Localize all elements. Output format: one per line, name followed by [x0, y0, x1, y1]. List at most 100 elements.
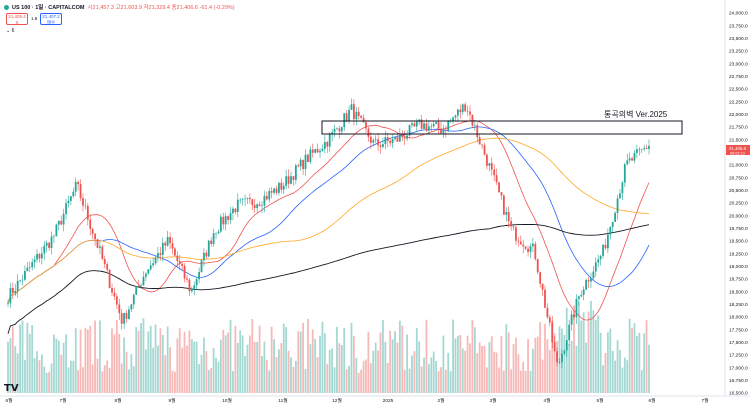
- price-tick-label: 18,500.0: [729, 289, 748, 295]
- candle-body: [60, 220, 63, 225]
- volume-bar: [118, 333, 121, 393]
- volume-bar: [38, 360, 41, 393]
- candle-body: [326, 142, 329, 147]
- price-tick-label: 21,500.0: [729, 137, 748, 143]
- volume-bar: [481, 346, 483, 393]
- candle-body: [343, 113, 346, 128]
- volume-bar: [82, 367, 84, 393]
- candle-body: [203, 252, 205, 261]
- volume-bar: [244, 356, 246, 393]
- volume-bar: [604, 353, 607, 393]
- volume-bar: [142, 318, 145, 393]
- volume-bar: [176, 338, 179, 393]
- volume-bar: [486, 367, 488, 393]
- candle-body: [108, 269, 111, 288]
- volume-bar: [449, 371, 452, 393]
- volume-bar: [53, 334, 55, 393]
- candle-body: [459, 109, 462, 113]
- volume-bar: [338, 343, 341, 393]
- candle-body: [152, 263, 155, 266]
- volume-bar: [328, 349, 331, 393]
- volume-bar: [640, 370, 643, 393]
- candle-body: [115, 296, 118, 305]
- buy-button[interactable]: 21,407.2 매수: [40, 13, 62, 25]
- candle-body: [239, 199, 242, 201]
- candle-body: [374, 139, 377, 141]
- candle-body: [611, 221, 614, 227]
- candle-body: [229, 213, 232, 220]
- sell-button[interactable]: 21,405.4 S: [6, 13, 28, 25]
- candle-body: [125, 313, 128, 319]
- volume-bar: [11, 326, 14, 393]
- volume-bar: [440, 367, 442, 393]
- candle-body: [483, 145, 486, 155]
- candle-body: [26, 267, 29, 271]
- volume-bar: [24, 359, 26, 393]
- candle-body: [645, 148, 648, 149]
- candle-body: [183, 265, 186, 279]
- volume-bar: [152, 347, 155, 393]
- indicator-toggle[interactable]: ⌄ 6: [6, 28, 14, 34]
- volume-bar: [181, 347, 184, 393]
- candle-body: [16, 280, 19, 291]
- volume-bar: [130, 354, 133, 393]
- volume-bar: [154, 324, 157, 393]
- candle-body: [40, 253, 43, 259]
- candle-body: [36, 254, 38, 260]
- candle-body: [442, 129, 445, 134]
- wall-annotation[interactable]: 통곡의벽 Ver.2025: [604, 110, 668, 119]
- volume-bar: [86, 329, 89, 393]
- volume-bar: [246, 344, 249, 393]
- candle-body: [106, 264, 109, 270]
- candle-body: [57, 220, 60, 225]
- candle-body: [118, 304, 121, 314]
- volume-bar: [568, 344, 571, 393]
- candle-body: [548, 317, 551, 323]
- chevron-down-icon: ⌄: [6, 28, 12, 34]
- candle-body: [82, 198, 84, 206]
- candle-body: [379, 145, 382, 147]
- candle-body: [169, 237, 171, 244]
- candle-body: [96, 239, 99, 248]
- candle-body: [123, 313, 126, 324]
- volume-bar: [72, 360, 75, 393]
- candle-body: [367, 128, 370, 137]
- volume-bar: [517, 354, 520, 393]
- candle-body: [198, 271, 200, 280]
- candle-body: [128, 309, 130, 319]
- candle-body: [369, 136, 372, 143]
- price-axis[interactable]: 24,000.0 23,750.0 23,500.0 23,250.0 23,000.0…: [729, 11, 748, 397]
- volume-bar: [57, 340, 60, 393]
- time-axis[interactable]: 6월 7월 8월 9월 10월 11월 12월 2025 2월 3월 4월 5월 6월 7월: [5, 397, 708, 404]
- candle-body: [268, 191, 271, 200]
- candle-body: [529, 246, 532, 252]
- time-tick-label: 10월: [222, 397, 232, 404]
- volume-bar: [536, 336, 539, 393]
- volume-bar: [103, 365, 106, 393]
- candle-body: [425, 123, 428, 131]
- volume-bar: [263, 341, 266, 393]
- candle-body: [210, 240, 213, 245]
- candle-body: [403, 137, 406, 139]
- candle-body: [144, 273, 147, 277]
- volume-bar: [507, 332, 510, 393]
- volume-bar: [372, 350, 375, 393]
- candle-body: [31, 262, 34, 268]
- volume-bar: [203, 337, 205, 393]
- candle-body: [384, 137, 387, 145]
- symbol-title[interactable]: US 100 · 1일 · CAPITALCOM: [12, 5, 85, 11]
- tradingview-logo-icon[interactable]: TV: [4, 383, 19, 394]
- volume-bar: [290, 357, 292, 393]
- volume-bar: [430, 357, 433, 393]
- candle-body: [232, 208, 234, 214]
- candle-body: [621, 182, 624, 194]
- volume-bar: [178, 328, 181, 393]
- candle-body: [386, 137, 389, 141]
- volume-bar: [227, 332, 230, 393]
- resistance-zone[interactable]: [321, 120, 683, 135]
- candle-body: [130, 304, 133, 310]
- candle-body: [599, 255, 602, 260]
- volume-bar: [396, 342, 399, 393]
